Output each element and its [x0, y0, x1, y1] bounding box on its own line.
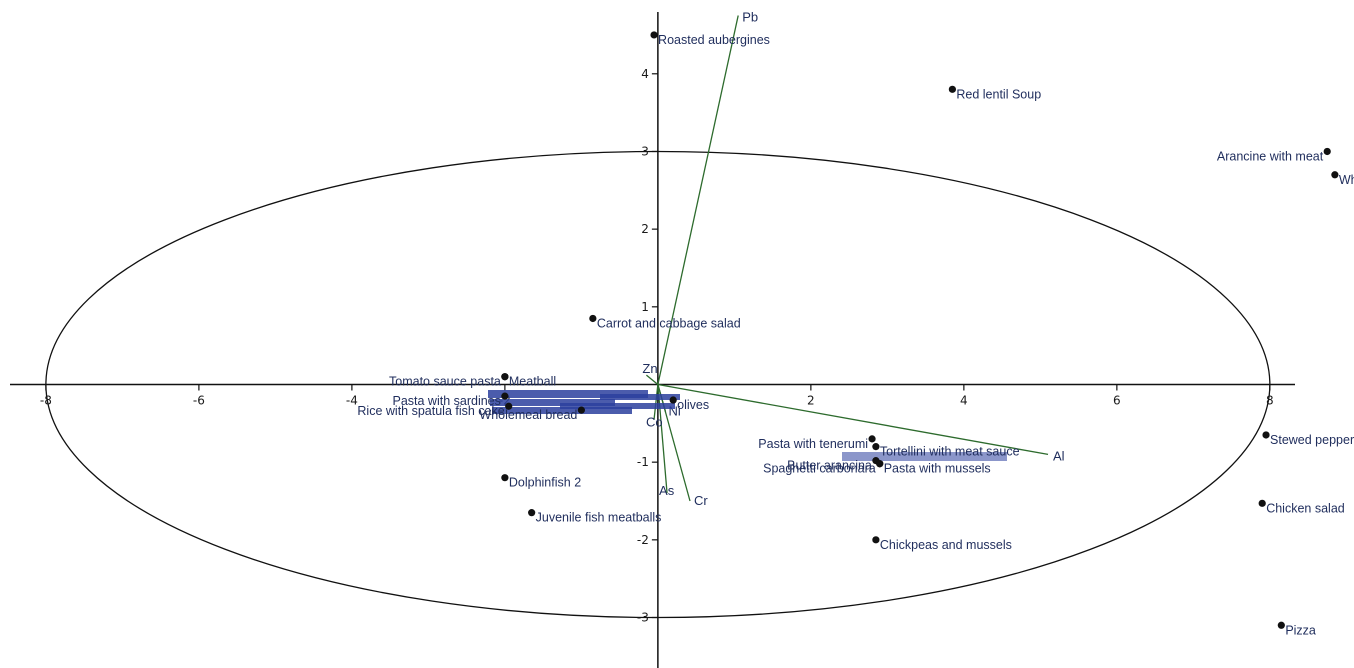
point-label: Red lentil Soup: [956, 87, 1041, 101]
x-tick-label: 2: [807, 393, 815, 407]
y-tick-label: -2: [637, 533, 649, 547]
point-label: Juvenile fish meatballs: [536, 511, 662, 525]
overlapping-labels-block: [842, 452, 1007, 461]
point-label: olives: [677, 398, 709, 412]
data-point: [501, 373, 509, 381]
data-point: [1277, 621, 1285, 629]
point-label: Tomato sauce pasta: [389, 375, 501, 389]
point-label: Pasta with mussels: [884, 462, 991, 476]
point-label: White bread: [1339, 173, 1354, 187]
y-tick-label: 2: [641, 222, 649, 236]
data-point: [528, 509, 536, 517]
loading-vector: [653, 384, 659, 420]
overlapping-labels-block: [488, 390, 648, 398]
data-point: [505, 402, 513, 410]
y-tick-label: 3: [641, 144, 649, 158]
y-tick-label: 1: [641, 300, 649, 314]
point-label: Pizza: [1285, 623, 1316, 637]
loading-vector: [657, 383, 1049, 456]
point-label: Dolphinfish 2: [509, 476, 581, 490]
point-label: Pasta with tenerumi: [758, 437, 868, 451]
x-tick-label: -8: [40, 393, 52, 407]
point-label: Tortellini with meat sauce: [880, 445, 1020, 459]
data-point: [589, 314, 597, 323]
overlapping-labels-block: [560, 403, 675, 409]
axes: [10, 12, 1295, 668]
loading-vector: [657, 15, 739, 385]
overlapping-labels-block: [490, 399, 615, 406]
data-point: [1331, 171, 1339, 179]
point-label: Roasted aubergines: [658, 33, 770, 47]
point-label: Meatball: [509, 375, 556, 389]
loading-vector: [645, 374, 659, 385]
x-tick-label: 6: [1113, 393, 1121, 407]
data-point: [1262, 431, 1270, 439]
y-tick-label: 4: [641, 67, 649, 81]
point-label: Wholemeal bread: [479, 408, 577, 422]
vector-label: Co: [646, 414, 663, 429]
point-label: Rice with spatula fish cake: [357, 404, 504, 418]
point-label: Butter arancina: [787, 459, 872, 473]
data-point: [501, 474, 509, 482]
point-label: Pasta with sardines: [392, 394, 500, 408]
vector-label: Pb: [742, 10, 758, 25]
point-label: Spaghetti carbonara: [763, 462, 876, 476]
points: [501, 31, 1339, 629]
x-tick-label: -4: [346, 393, 358, 407]
vector-label: Al: [1053, 448, 1065, 463]
data-point: [948, 85, 956, 93]
data-point: [872, 443, 880, 451]
point-labels: Roasted aubergines Red lentil Soup Arancin…: [357, 33, 1354, 637]
clutter: [488, 390, 1007, 461]
x-tick-label: -6: [193, 393, 205, 407]
x-tick-label: 8: [1266, 393, 1274, 407]
data-point: [876, 460, 884, 468]
point-label: Carrot and cabbage salad: [597, 316, 741, 330]
point-label: Chickpeas and mussels: [880, 538, 1012, 552]
y-tick-label: -3: [637, 611, 649, 625]
overlapping-labels-block: [492, 407, 632, 414]
data-point: [1258, 499, 1266, 507]
data-point: [669, 396, 677, 404]
data-point: [650, 31, 658, 39]
data-point: [577, 406, 585, 414]
data-point: [1323, 147, 1331, 156]
overlapping-labels-block: [600, 394, 680, 400]
point-label: Chicken salad: [1266, 501, 1345, 515]
vector-label: Zn: [642, 361, 657, 376]
data-point: [501, 392, 509, 400]
data-point: [872, 536, 880, 544]
x-tick-label: 4: [960, 393, 968, 407]
vector-label: As: [659, 483, 675, 498]
vector-label: Cr: [694, 493, 708, 508]
data-point: [868, 435, 876, 443]
point-label: Stewed peppers: [1270, 433, 1354, 447]
point-label: Arancine with meat: [1217, 149, 1324, 163]
y-tick-label: -1: [637, 455, 649, 469]
loading-vector: [657, 384, 668, 494]
